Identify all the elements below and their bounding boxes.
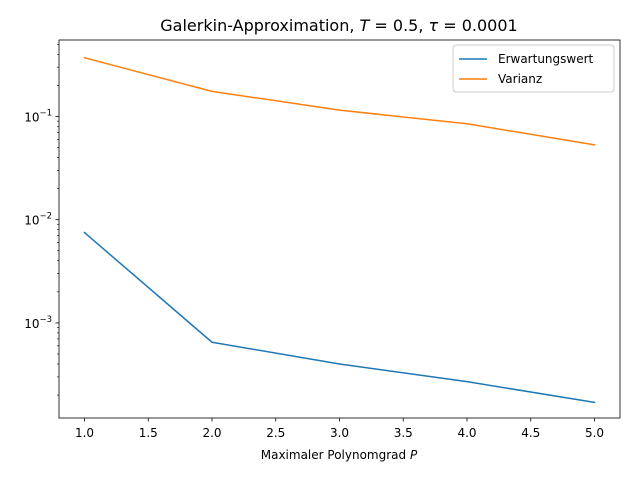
legend: Erwartungswert Varianz: [452, 44, 615, 93]
x-tick-label: 2.0: [202, 426, 221, 440]
y-tick-label: 10−2: [24, 212, 52, 228]
legend-box: [452, 44, 615, 93]
x-tick-label: 2.5: [266, 426, 285, 440]
x-tick-label: 1.5: [139, 426, 158, 440]
plot-area: [83, 56, 596, 404]
series-line-erwartungswert: [83, 231, 596, 404]
x-axis-label: Maximaler Polynomgrad P: [261, 448, 418, 462]
title-var-t: T: [360, 16, 371, 35]
legend-label-varianz: Varianz: [498, 72, 542, 86]
axes-frame: [58, 39, 621, 419]
x-tick-label: 5.0: [585, 426, 604, 440]
y-tick-label: 10−3: [24, 315, 52, 331]
title-prefix: Galerkin-Approximation,: [160, 16, 359, 35]
x-axis-label-var: P: [410, 448, 418, 462]
title-eq-tau: = 0.0001: [438, 16, 518, 35]
series-line-varianz: [83, 56, 596, 146]
x-tick-label: 3.5: [394, 426, 413, 440]
title-var-tau: τ: [429, 16, 439, 35]
y-tick-label: 10−1: [24, 108, 52, 124]
title-eq-t: = 0.5,: [369, 16, 428, 35]
x-tick-label: 4.0: [457, 426, 476, 440]
x-axis-ticks: 1.0 1.5 2.0 2.5 3.0 3.5 4.0 4.5 5.0: [75, 418, 604, 440]
x-axis-label-text: Maximaler Polynomgrad: [261, 448, 406, 462]
y-axis-ticks: 10−3 10−2 10−1: [24, 43, 59, 396]
x-tick-label: 4.5: [521, 426, 540, 440]
chart-title: Galerkin-Approximation, T = 0.5, τ = 0.0…: [160, 16, 517, 35]
x-tick-label: 1.0: [75, 426, 94, 440]
x-tick-label: 3.0: [330, 426, 349, 440]
legend-label-erwartungswert: Erwartungswert: [498, 52, 594, 66]
